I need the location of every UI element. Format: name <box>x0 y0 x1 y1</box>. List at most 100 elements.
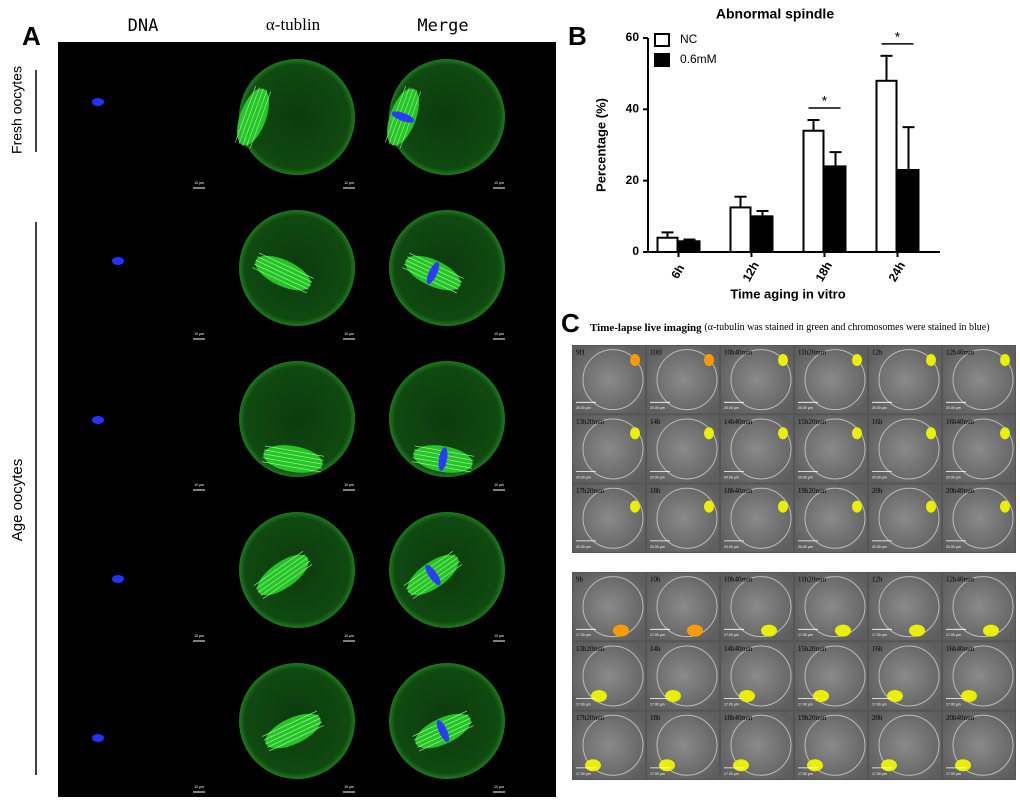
scale-label: 17.00 μm <box>872 772 887 776</box>
time-label: 13h20min <box>576 645 605 653</box>
time-label: 13h20min <box>576 418 605 426</box>
chromosome-spot <box>778 427 788 440</box>
spindle <box>234 85 272 149</box>
scale-label: 20.00 μm <box>724 406 739 410</box>
cell-outline <box>582 418 644 480</box>
spindle <box>262 445 324 473</box>
chromosome-spot <box>909 624 925 637</box>
time-label: 16h40min <box>946 418 975 426</box>
spindle-fiber <box>264 449 324 461</box>
time-label: 17h20min <box>576 714 605 722</box>
cell-outline <box>878 576 940 638</box>
spindle-fiber <box>249 91 272 149</box>
chromosome-spot <box>852 354 862 366</box>
chromosome-spot <box>887 689 903 702</box>
y-tick-label: 40 <box>626 102 640 116</box>
cell-outline <box>878 349 940 411</box>
time-label: 10h40min <box>724 576 753 584</box>
chromosome-spot <box>761 624 777 637</box>
oocyte <box>239 59 355 175</box>
cell-outline <box>952 576 1014 638</box>
scale-label: 17.00 μm <box>576 703 591 707</box>
chromosomes <box>438 447 448 471</box>
group-frame <box>572 572 1016 780</box>
cell-outline <box>656 645 718 707</box>
chromosome-spot <box>613 624 629 637</box>
time-label: 10H <box>650 349 662 357</box>
bar <box>897 168 920 253</box>
y-tick-label: 0 <box>632 244 639 258</box>
group-label: NAC treatment group <box>540 613 553 739</box>
bar <box>751 215 774 253</box>
scale-label: 20.00 μm <box>798 476 813 480</box>
cell-outline <box>730 349 792 411</box>
chromosome-spot <box>1000 500 1010 513</box>
chromosome-spot <box>739 689 755 702</box>
scale-label: 10 μm <box>194 634 204 638</box>
cell-outline <box>878 714 940 776</box>
time-label: 9h <box>576 576 584 584</box>
chromosomes <box>92 734 104 742</box>
bar <box>729 206 752 254</box>
subtitle: (α-tubulin was stained in green and chro… <box>704 322 989 333</box>
spindle-fiber <box>257 256 313 283</box>
scale-label: 17.00 μm <box>798 633 813 637</box>
cell-outline <box>804 714 866 776</box>
spindle-fiber <box>252 267 307 294</box>
spindle-fiber <box>258 557 308 593</box>
spindle <box>403 550 463 600</box>
time-label: 20h40min <box>946 714 975 722</box>
scale-label: 17.00 μm <box>946 703 961 707</box>
spindle <box>262 710 324 752</box>
time-label: 16h40min <box>946 645 975 653</box>
chromosome-spot <box>591 689 607 702</box>
chromosomes <box>426 261 440 285</box>
scale-label: 17.00 μm <box>798 703 813 707</box>
spindle-fiber <box>265 718 321 744</box>
x-tick-label: 12h <box>740 259 762 284</box>
spindle <box>412 710 474 752</box>
scale-label: 10 μm <box>494 634 504 638</box>
scale-label: 10 μm <box>494 483 504 487</box>
cell-outline <box>656 487 718 549</box>
chromosome-spot <box>704 427 714 440</box>
chromosome-spot <box>1000 427 1010 440</box>
spindle-fiber <box>262 710 317 737</box>
legend-label: NC <box>680 32 698 46</box>
scale-label: 10 μm <box>344 332 354 336</box>
cell-outline <box>582 349 644 411</box>
chromosome-spot <box>665 689 681 702</box>
bar-chart: Abnormal spindle Percentage (%) Time aging… <box>593 6 940 301</box>
column-header: α-tublin <box>266 15 321 34</box>
group-label: Control group <box>540 406 553 492</box>
time-label: 14h <box>650 645 661 653</box>
chromosomes <box>92 416 104 424</box>
cell-outline <box>656 418 718 480</box>
scale-label: 17.00 μm <box>946 772 961 776</box>
spindle <box>412 445 474 473</box>
spindle-fiber <box>246 90 268 147</box>
chromosome-spot <box>778 354 788 366</box>
time-label: 16h <box>872 418 883 426</box>
time-label: 14h <box>650 418 661 426</box>
scale-label: 17.00 μm <box>576 772 591 776</box>
scale-label: 20.00 μm <box>576 545 591 549</box>
chromosome-spot <box>704 354 714 366</box>
cell-outline <box>878 487 940 549</box>
bar <box>824 165 847 253</box>
cell-outline <box>952 714 1014 776</box>
scale-label: 20.00 μm <box>724 476 739 480</box>
spindle-fiber <box>262 457 322 469</box>
spindle-fiber <box>263 714 319 741</box>
scale-label: 20.00 μm <box>724 545 739 549</box>
scale-label: 17.00 μm <box>798 772 813 776</box>
legend-swatch <box>654 33 670 47</box>
significance-mark: * <box>822 93 828 109</box>
time-label: 15h20min <box>798 645 827 653</box>
time-label: 15h20min <box>798 418 827 426</box>
time-label: 18h <box>650 487 661 495</box>
panel-letter: A <box>22 21 41 51</box>
scale-label: 10 μm <box>494 785 504 789</box>
time-label: 9H <box>576 349 585 357</box>
cell-outline <box>730 645 792 707</box>
